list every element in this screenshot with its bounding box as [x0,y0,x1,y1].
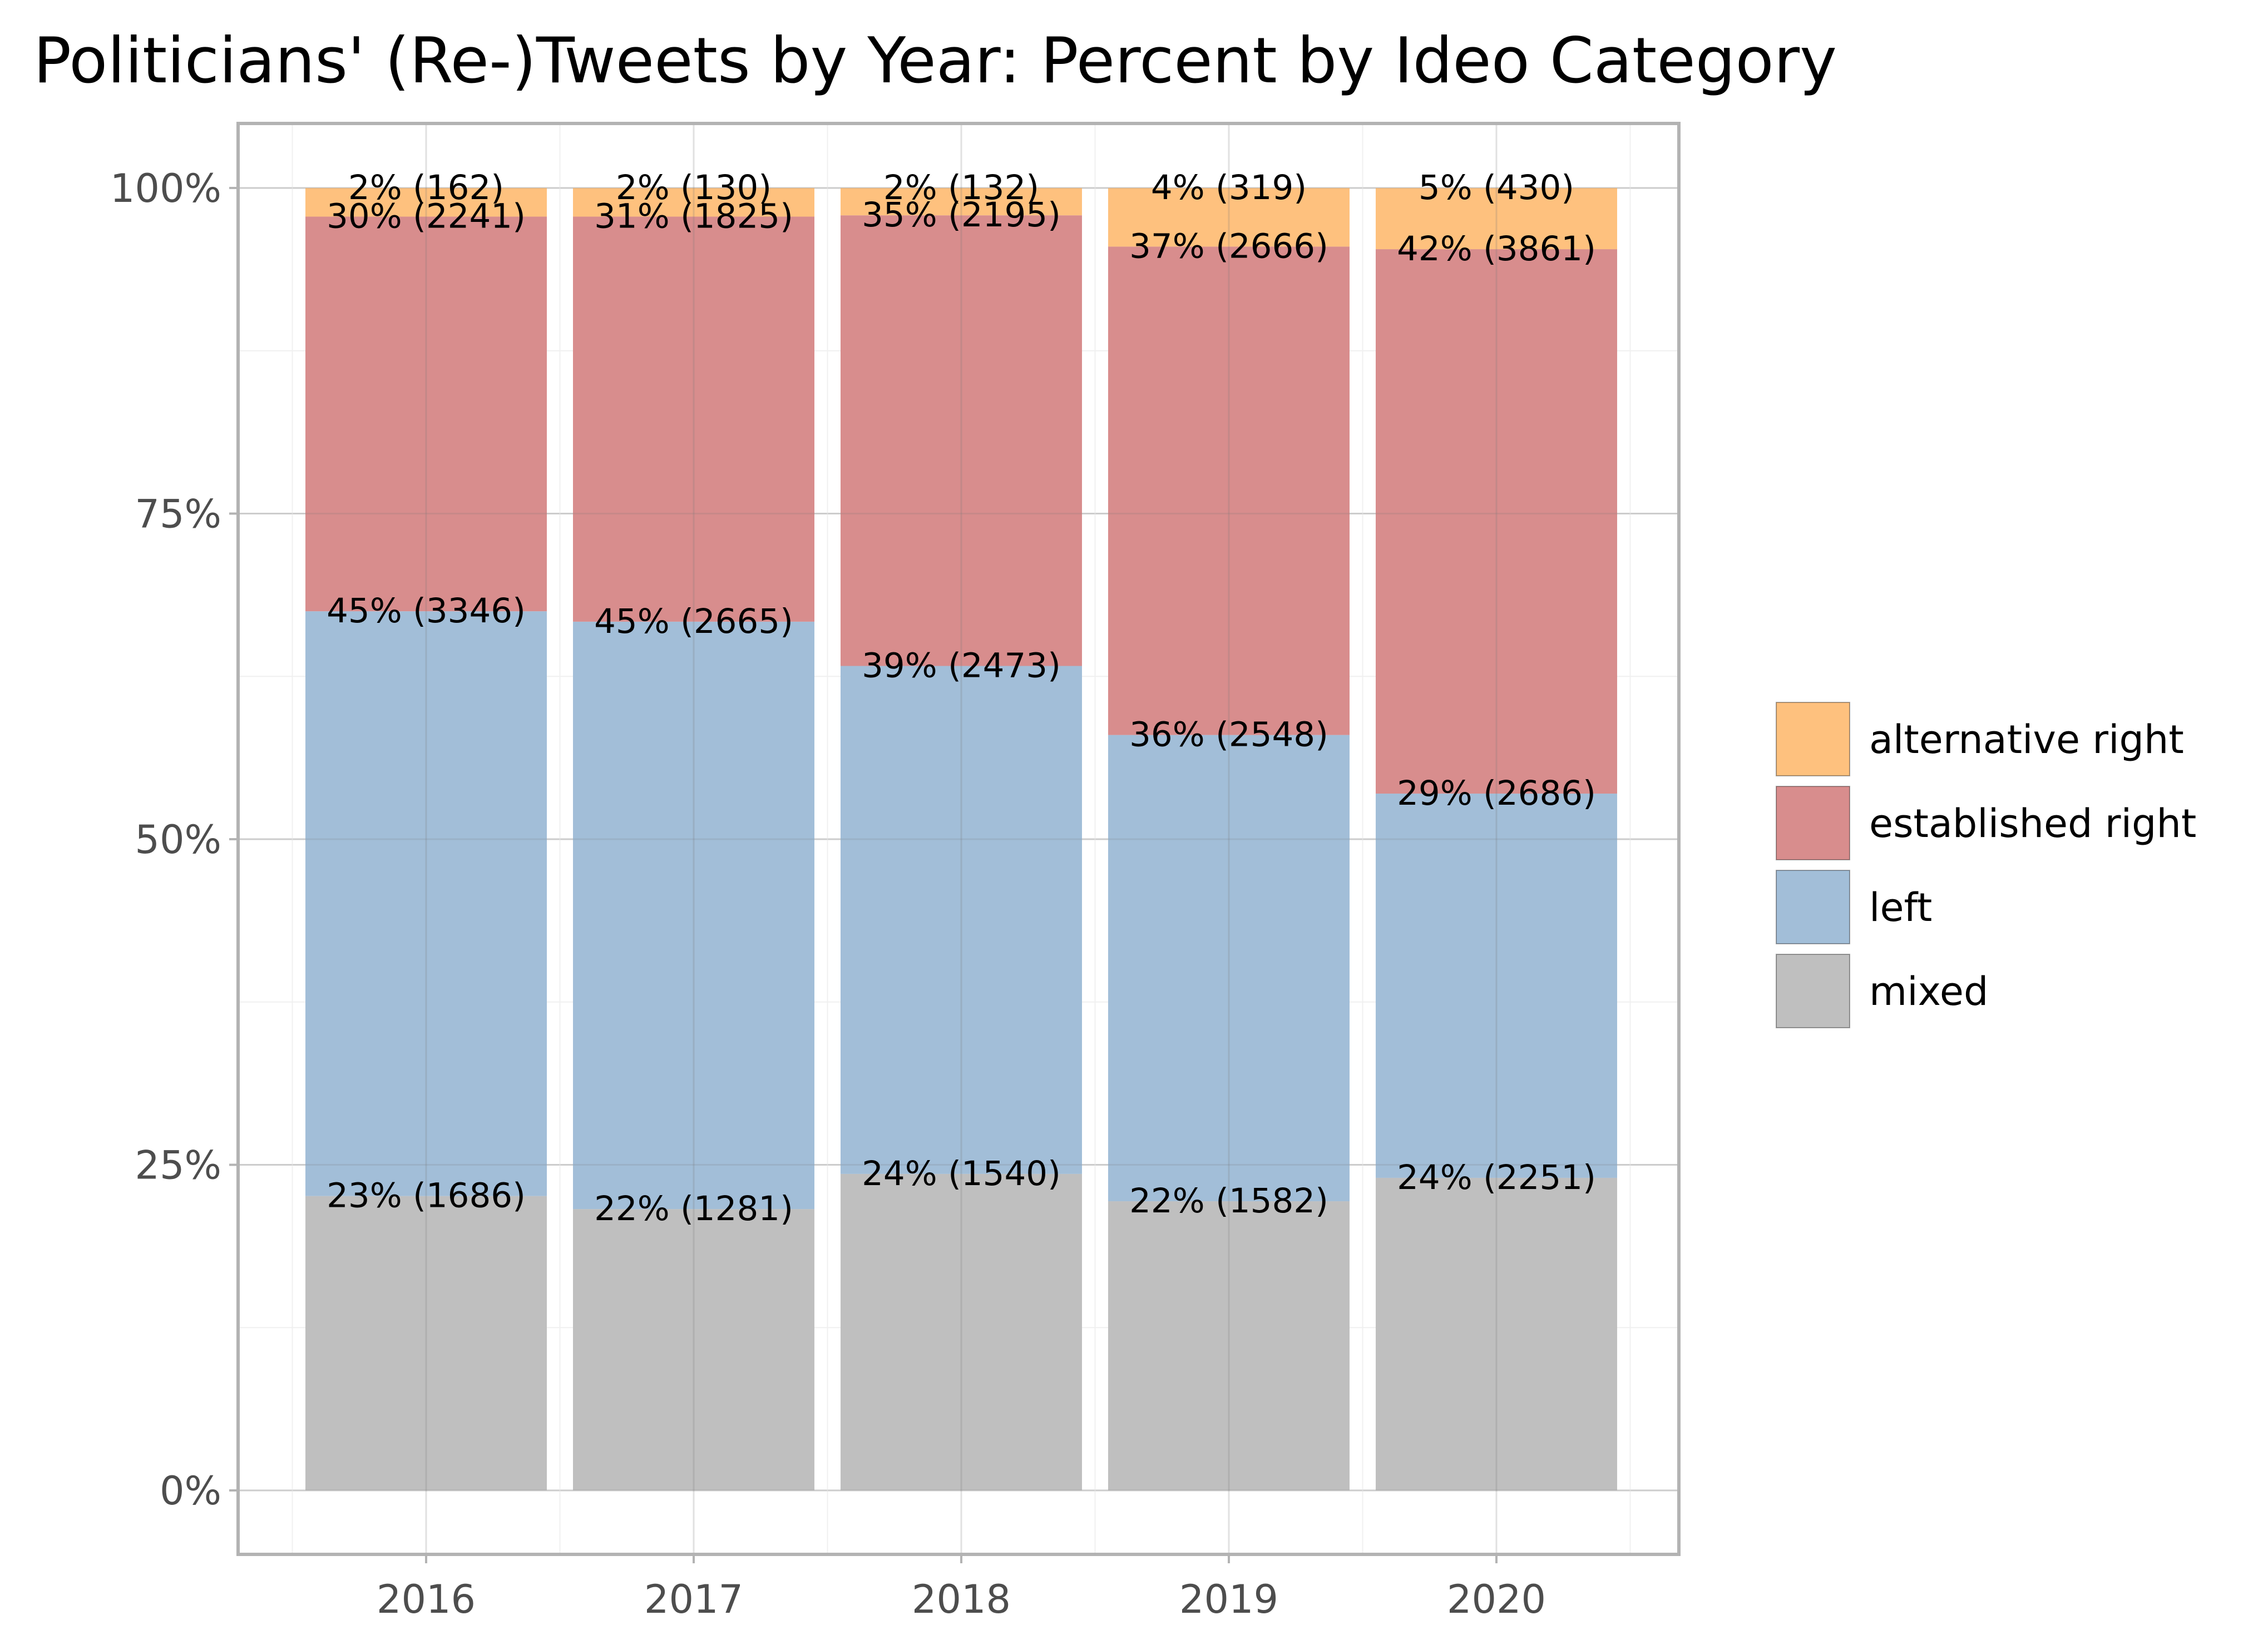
data-label-established-right-2016: 30% (2241) [327,197,526,236]
bar-mixed-2019 [1108,1201,1350,1490]
y-tick-label-2: 50% [135,817,221,863]
data-label-mixed-2020: 24% (2251) [1397,1158,1596,1197]
bar-left-2016 [305,611,547,1196]
legend-label-established-right: established right [1869,801,2196,846]
bar-alternative-right-2020 [1376,188,1617,250]
y-tick-label-0: 0% [160,1468,221,1514]
bar-established-right-2019 [1108,246,1350,735]
data-label-established-right-2018: 35% (2195) [862,195,1061,235]
data-label-mixed-2018: 24% (1540) [862,1154,1061,1193]
x-tick-label-2016: 2016 [377,1577,476,1622]
bars-layer [305,188,1617,1490]
legend-label-alternative-right: alternative right [1869,717,2184,762]
bar-established-right-2017 [573,216,814,622]
vertical-grid-layer [238,123,1679,1554]
data-label-established-right-2019: 37% (2666) [1129,226,1328,266]
legend-key-established-right [1776,786,1850,860]
x-tick-label-2020: 2020 [1447,1577,1546,1622]
data-label-left-2017: 45% (2665) [594,602,793,641]
x-tick-label-2019: 2019 [1179,1577,1278,1622]
legend-key-left [1776,870,1850,944]
bar-mixed-2020 [1376,1177,1617,1490]
x-tick-label-2018: 2018 [912,1577,1011,1622]
legend-label-mixed: mixed [1869,969,1988,1014]
y-tick-label-1: 25% [135,1143,221,1188]
data-label-alternative-right-2020: 5% (430) [1419,168,1574,207]
data-labels-layer: 23% (1686) 45% (3346) 30% (2241)2% (162) 22… [327,168,1596,1228]
data-label-left-2018: 39% (2473) [862,646,1061,686]
bar-left-2019 [1108,735,1350,1202]
bar-established-right-2020 [1376,249,1617,794]
x-tick-label-2017: 2017 [644,1577,743,1622]
data-label-mixed-2016: 23% (1686) [327,1176,526,1216]
bar-established-right-2018 [841,215,1082,666]
legend-key-mixed [1776,954,1850,1028]
data-label-alternative-right-2016: 2% (162) [348,168,504,207]
bar-alternative-right-2016 [305,188,547,217]
bar-left-2018 [841,666,1082,1174]
data-label-mixed-2019: 22% (1582) [1129,1181,1328,1221]
data-label-alternative-right-2017: 2% (130) [616,168,772,207]
axis-layer: 0% 25% 50% 75% 100% 2016 2017 2018 2019 2020 [110,166,1546,1622]
bar-mixed-2016 [305,1196,547,1490]
y-tick-label-3: 75% [135,492,221,537]
bar-mixed-2017 [573,1209,814,1490]
legend-key-alternative-right [1776,702,1850,776]
bar-alternative-right-2018 [841,188,1082,216]
bar-established-right-2016 [305,216,547,612]
bar-alternative-right-2019 [1108,188,1350,247]
bar-left-2017 [573,621,814,1210]
data-label-alternative-right-2018: 2% (132) [883,168,1039,207]
bar-mixed-2018 [841,1173,1082,1490]
data-label-mixed-2017: 22% (1281) [594,1189,793,1228]
data-label-left-2019: 36% (2548) [1129,715,1328,755]
chart-title: Politicians' (Re-)Tweets by Year: Percen… [33,24,1837,97]
bar-left-2020 [1376,794,1617,1178]
y-tick-label-4: 100% [110,166,221,211]
legend-label-left: left [1869,885,1932,930]
data-label-left-2020: 29% (2686) [1397,774,1596,813]
data-label-alternative-right-2019: 4% (319) [1151,168,1307,207]
data-label-left-2016: 45% (3346) [327,591,526,631]
data-label-established-right-2017: 31% (1825) [594,197,793,236]
data-label-established-right-2020: 42% (3861) [1397,229,1596,269]
bar-alternative-right-2017 [573,188,814,217]
legend: alternative right established right left mi… [1776,702,2196,1028]
